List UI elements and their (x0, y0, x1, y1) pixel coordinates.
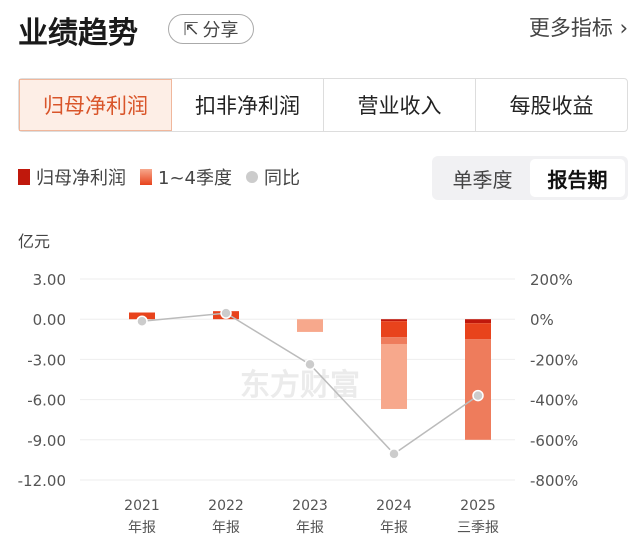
yoy-point (220, 307, 232, 319)
y-tick-label: -12.00 (18, 472, 66, 490)
yoy-point (388, 448, 400, 460)
y-tick-label: -6.00 (27, 392, 66, 410)
x-tick-label: 2025 (460, 498, 496, 514)
y2-tick-label: 0% (530, 311, 554, 329)
legend-dot-yoy (246, 171, 258, 183)
more-indicators-link[interactable]: 更多指标 › (528, 16, 628, 40)
bar-segment (381, 343, 407, 409)
tab-deducted-net-profit[interactable]: 扣非净利润 (172, 79, 324, 131)
bar-segment (465, 323, 491, 340)
period-quarterly[interactable]: 单季度 (452, 167, 513, 192)
share-icon: ⇱ (183, 18, 199, 40)
tab-net-profit[interactable]: 归母净利润 (19, 79, 172, 131)
bar-segment (381, 319, 407, 322)
tab-eps[interactable]: 每股收益 (509, 94, 594, 118)
period-report[interactable]: 报告期 (530, 159, 625, 197)
y-tick-label: 0.00 (33, 311, 66, 329)
bar-segment (381, 337, 407, 344)
legend-swatch-quarters (140, 169, 152, 185)
y2-tick-label: -200% (530, 351, 578, 369)
y2-tick-label: -400% (530, 392, 578, 410)
bar-segment (465, 339, 491, 440)
x-tick-label: 三季报 (457, 520, 499, 536)
bar-segment (297, 319, 323, 332)
x-tick-label: 年报 (128, 520, 156, 536)
x-tick-label: 年报 (296, 520, 324, 536)
y2-tick-label: -800% (530, 472, 578, 490)
y2-tick-label: 200% (530, 271, 573, 289)
yoy-point (136, 315, 148, 327)
x-tick-label: 2021 (124, 498, 160, 514)
y-tick-label: -3.00 (27, 351, 66, 369)
x-tick-label: 2022 (208, 498, 244, 514)
yoy-point (472, 389, 484, 402)
legend-swatch-net-profit (18, 169, 30, 185)
yoy-point (304, 358, 316, 371)
x-tick-label: 年报 (380, 520, 408, 536)
x-tick-label: 2023 (292, 498, 328, 514)
bar-segment (381, 321, 407, 338)
x-tick-label: 年报 (212, 520, 240, 536)
chart-legend: 归母净利润 1~4季度 同比 (18, 164, 300, 190)
page-title: 业绩趋势 (18, 16, 138, 51)
tab-revenue[interactable]: 营业收入 (324, 79, 476, 131)
y-axis-unit: 亿元 (18, 232, 51, 251)
x-tick-label: 2024 (376, 498, 412, 514)
metric-tabs: 归母净利润 扣非净利润 营业收入 每股收益 (18, 78, 628, 132)
share-button[interactable]: ⇱ 分享 (168, 14, 254, 44)
y-tick-label: -9.00 (27, 432, 66, 450)
y2-tick-label: -600% (530, 432, 578, 450)
y-tick-label: 3.00 (33, 271, 66, 289)
period-toggle: 单季度 报告期 (432, 156, 628, 200)
bar-segment (465, 319, 491, 324)
